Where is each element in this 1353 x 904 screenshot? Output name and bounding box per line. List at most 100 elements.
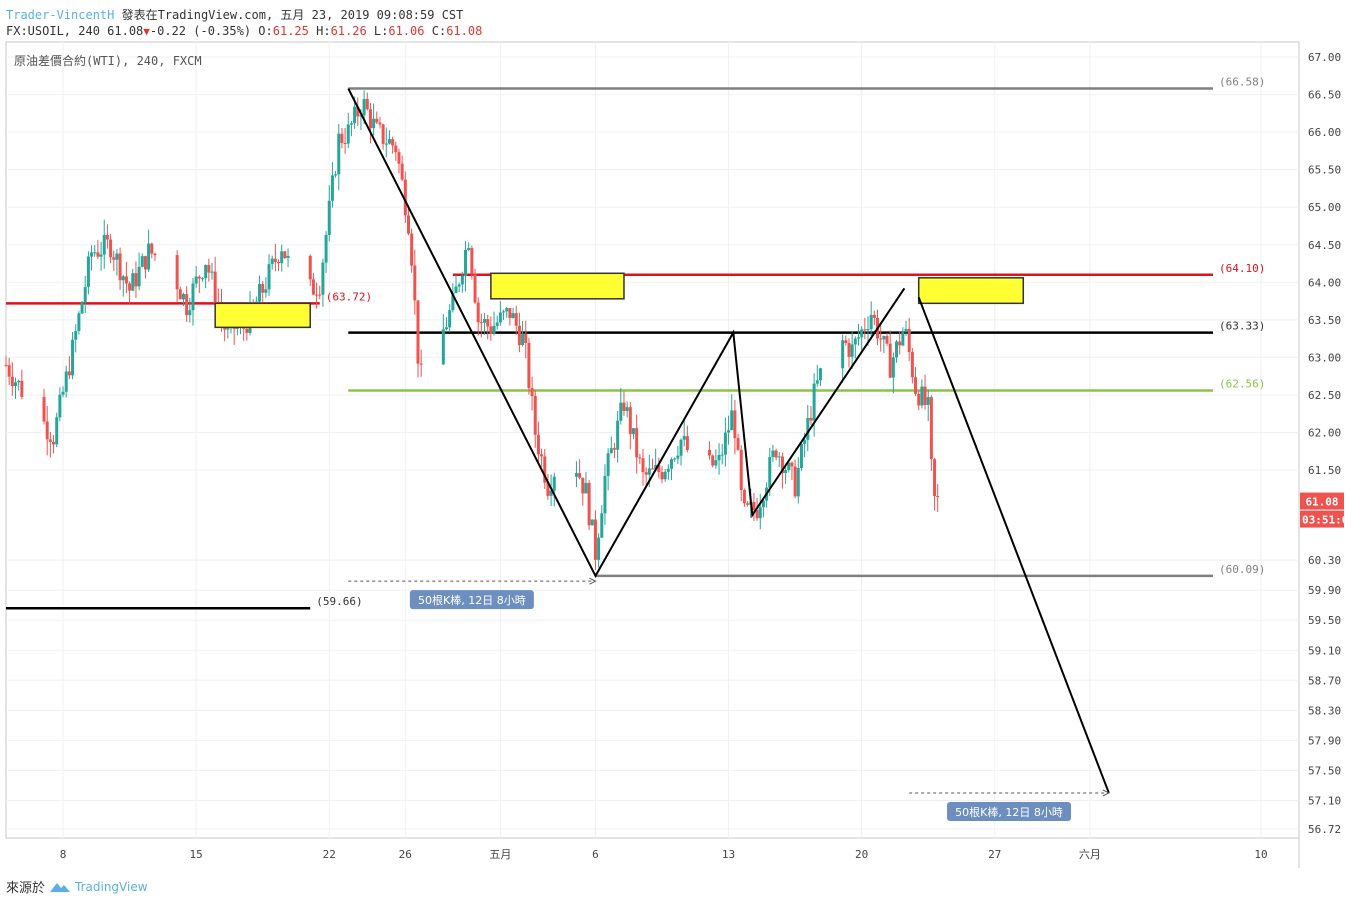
candle-body: [780, 456, 784, 474]
candle-body: [67, 371, 71, 376]
candle-body: [888, 343, 892, 378]
down-arrow-icon: ▼: [143, 25, 150, 38]
candle-body: [536, 434, 540, 455]
candle-body: [349, 123, 353, 125]
ohlc-high: H:61.26: [316, 24, 367, 38]
candle-body: [384, 143, 388, 145]
zone-box[interactable]: [917, 277, 1025, 305]
candle-body: [530, 388, 534, 397]
price-tick-label: 66.50: [1308, 89, 1341, 102]
price-tick-label: 62.00: [1308, 426, 1341, 439]
candle-body: [194, 276, 198, 284]
candle-body: [74, 330, 78, 340]
candle-body: [71, 339, 75, 376]
candle-body: [457, 284, 461, 287]
candle-body: [597, 537, 601, 560]
range-arrow-icon: [589, 577, 597, 585]
candle-body: [914, 377, 918, 394]
price-tick-label: 59.10: [1308, 644, 1341, 657]
candle-body: [467, 248, 471, 250]
zone-box[interactable]: [490, 272, 625, 300]
candle-body: [641, 458, 645, 473]
candle-body: [61, 391, 65, 395]
candle-body: [318, 294, 322, 296]
candle-body: [200, 278, 204, 280]
range-label-box: [409, 590, 534, 610]
candle-body: [337, 133, 341, 175]
candle-body: [210, 271, 214, 273]
pattern-polyline[interactable]: [347, 88, 906, 579]
candle-body: [907, 328, 911, 352]
candle-body: [48, 439, 52, 442]
candle-body: [841, 340, 845, 369]
range-marks[interactable]: 50根K棒, 12日 8小時 50根K棒, 12日 8小時: [348, 577, 1110, 821]
candle-body: [872, 314, 876, 318]
candle-body: [742, 490, 746, 504]
candle-body: [143, 256, 147, 270]
level-label: (63.72): [326, 290, 372, 303]
price-tick-label: 59.90: [1308, 584, 1341, 597]
candle-body: [147, 243, 151, 270]
author-name[interactable]: Trader-VincentH: [6, 8, 115, 22]
candle-body: [511, 313, 515, 319]
pattern-drawings[interactable]: [347, 88, 1110, 794]
header-publish-line: Trader-VincentH 發表在TradingView.com, 五月 2…: [6, 6, 463, 23]
candle-body: [853, 338, 857, 345]
candle-body: [771, 450, 775, 457]
candle-body: [308, 255, 312, 280]
candle-body: [330, 175, 334, 201]
candle-body: [676, 455, 680, 459]
grid: [6, 42, 1299, 838]
candle-body: [717, 454, 721, 461]
candle-body: [112, 257, 116, 260]
candle-body: [844, 340, 848, 344]
zone-box[interactable]: [214, 302, 311, 329]
candle-body: [416, 300, 420, 364]
candle-body: [796, 467, 800, 497]
candle-body: [470, 248, 474, 275]
candle-body: [898, 341, 902, 346]
range-label: 50根K棒, 12日 8小時: [418, 593, 526, 607]
candle-body: [933, 459, 937, 497]
candle-body: [926, 397, 930, 405]
price-tick-label: 58.30: [1308, 704, 1341, 717]
candle-body: [10, 376, 14, 386]
candle-body: [448, 310, 452, 328]
range-arrow-icon: [1102, 789, 1110, 797]
price-tick-label: 56.72: [1308, 823, 1341, 836]
plot-frame: [5, 41, 1300, 839]
candle-body: [904, 328, 908, 332]
projection-line[interactable]: [917, 296, 1110, 794]
candle-body: [277, 261, 281, 264]
price-tick-label: 66.00: [1308, 126, 1341, 139]
candle-body: [860, 329, 864, 338]
tradingview-brand[interactable]: TradingView: [75, 879, 148, 894]
candle-body: [720, 454, 724, 456]
time-axis[interactable]: 8 15 22 26 五月 6 13 20 27 六月 10: [60, 848, 1268, 861]
candle-body: [711, 455, 715, 466]
price-chart[interactable]: 67.00 66.50 66.00 65.50 65.00 64.50 64.00 63.50…: [0, 0, 1353, 870]
candle-body: [799, 443, 803, 468]
candle-body: [445, 327, 449, 330]
candle-body: [533, 396, 537, 435]
ohlc-low-value: 61.06: [388, 24, 425, 38]
zones[interactable]: [214, 272, 1025, 329]
level-label: (66.58): [1219, 76, 1265, 89]
price-axis[interactable]: 67.00 66.50 66.00 65.50 65.00 64.50 64.00 63.50…: [1308, 51, 1341, 836]
ohlc-low: L:61.06: [373, 24, 425, 38]
candle-body: [768, 456, 772, 488]
candle-body: [489, 326, 493, 334]
candle-body: [673, 458, 677, 460]
candle-body: [324, 234, 328, 263]
candle-body: [609, 448, 613, 454]
candle-body: [185, 294, 189, 316]
tradingview-logo-icon[interactable]: [49, 880, 71, 894]
candle-body: [280, 251, 284, 264]
candle-body: [365, 99, 369, 110]
candle-body: [815, 380, 819, 384]
candle-body: [869, 314, 873, 330]
candle-body: [286, 255, 290, 258]
candle-body: [102, 234, 106, 255]
candle-body: [137, 266, 141, 287]
candle-body: [264, 289, 268, 293]
